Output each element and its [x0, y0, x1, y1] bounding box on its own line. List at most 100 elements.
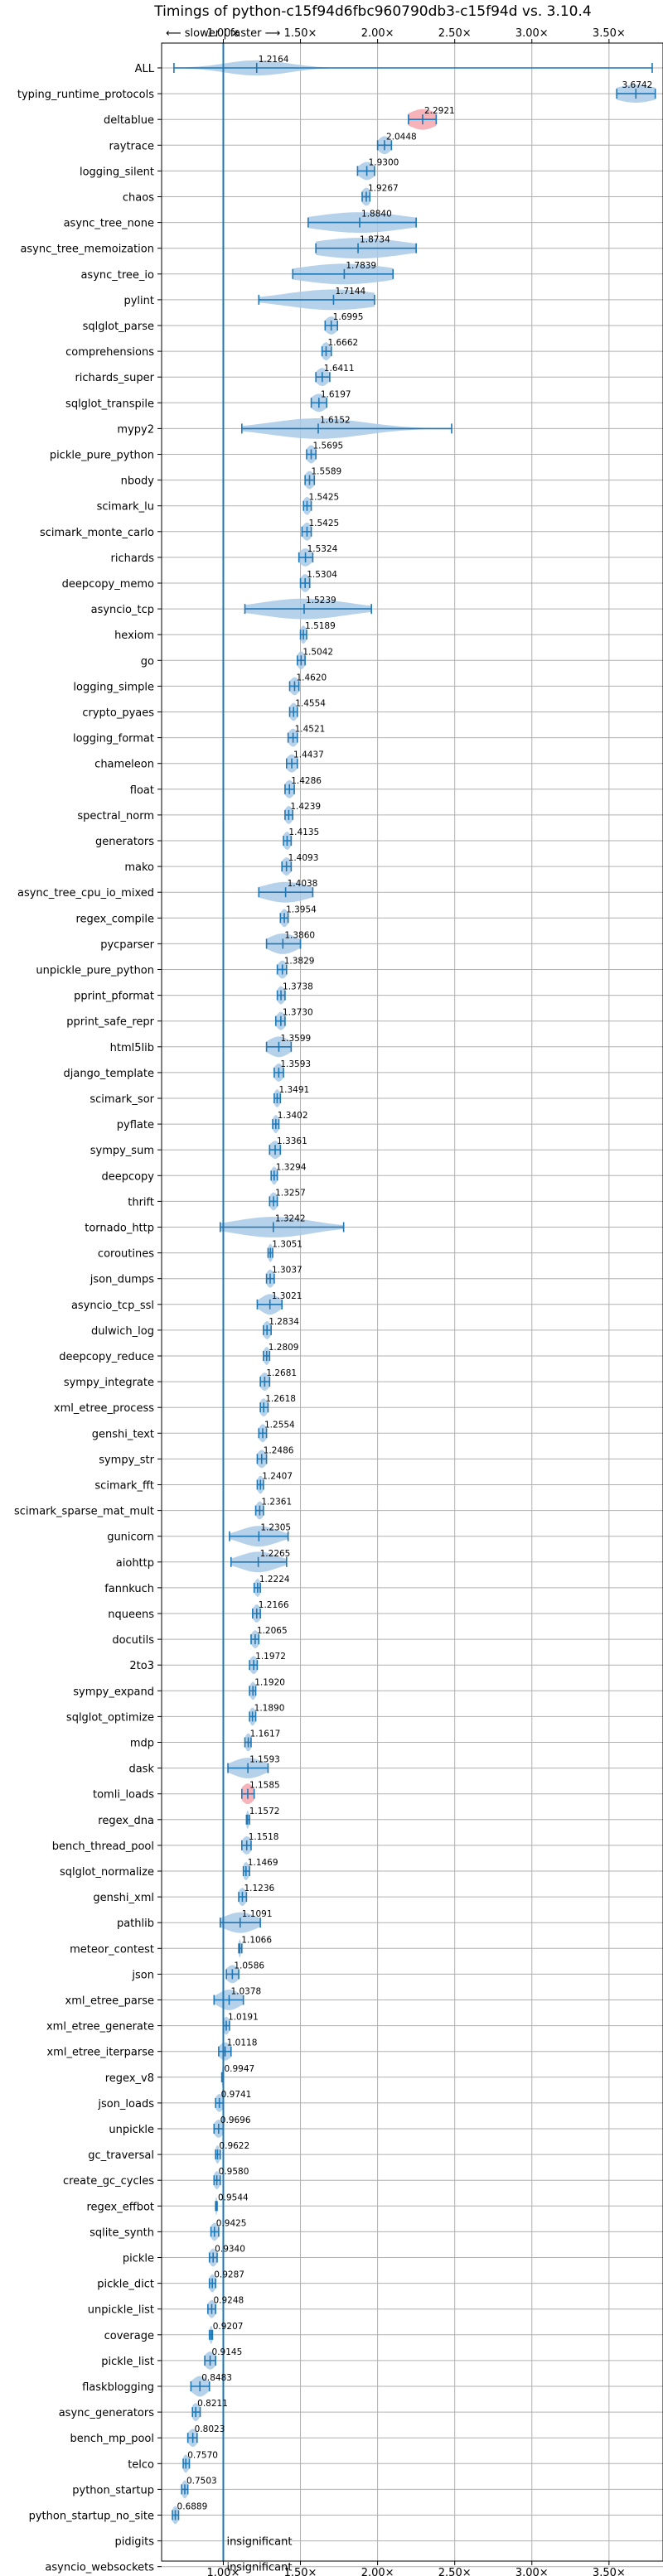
label-layer: ALL 1.2164 typing_runtime_protocols 3.6742 d… — [14, 55, 652, 2574]
value-label: 1.2834 — [269, 1317, 299, 1327]
benchmark-label: django_template — [64, 1068, 154, 1080]
value-label: 1.5189 — [305, 621, 336, 631]
value-label: 3.6742 — [622, 80, 653, 90]
value-label: 0.8023 — [195, 2424, 225, 2434]
value-label: 1.2164 — [259, 55, 289, 65]
x-tick-label-bottom: 2.00× — [361, 2567, 394, 2576]
value-label: 1.8840 — [361, 210, 392, 219]
benchmark-label: richards — [111, 552, 155, 565]
value-label: 1.7839 — [346, 261, 376, 271]
benchmark-label: async_tree_memoization — [20, 244, 154, 256]
benchmark-label: sqlglot_transpile — [65, 398, 154, 410]
benchmark-label: hexiom — [114, 630, 154, 642]
benchmark-label: pprint_pformat — [74, 991, 154, 1003]
value-label: 1.6411 — [324, 364, 355, 374]
benchmark-label: go — [141, 655, 154, 668]
value-label: 1.2809 — [269, 1343, 299, 1353]
value-label: 0.9696 — [220, 2115, 251, 2125]
benchmark-label: pickle — [123, 2253, 154, 2265]
benchmark-label: sympy_sum — [90, 1145, 154, 1157]
value-label: 1.5304 — [307, 570, 337, 580]
benchmark-label: logging_format — [73, 733, 154, 745]
value-label: 1.4521 — [295, 725, 326, 735]
value-label: 1.3599 — [280, 1034, 311, 1044]
benchmark-label: scimark_sparse_mat_mult — [14, 1506, 154, 1518]
value-label: 1.3257 — [275, 1188, 306, 1198]
benchmark-label: aiohttp — [116, 1557, 154, 1570]
value-label: 1.2681 — [266, 1368, 297, 1378]
value-label: 0.9580 — [219, 2167, 249, 2177]
benchmark-label: json_dumps — [90, 1274, 154, 1286]
value-label: 1.4620 — [296, 673, 327, 683]
benchmark-label: logging_silent — [80, 166, 154, 178]
value-label: 1.4135 — [288, 827, 319, 837]
value-label: 1.0118 — [227, 2038, 258, 2048]
benchmark-label: sqlglot_parse — [83, 321, 154, 333]
benchmark-label: xml_etree_generate — [46, 2021, 154, 2033]
benchmark-label: regex_effbot — [86, 2201, 154, 2213]
value-label: 0.9622 — [219, 2141, 249, 2151]
value-label: 1.1890 — [254, 1703, 285, 1713]
value-label: 1.4554 — [295, 699, 326, 709]
benchmark-label: genshi_xml — [93, 1892, 154, 1904]
benchmark-label: mako — [124, 861, 154, 874]
benchmark-label: telco — [128, 2458, 154, 2471]
benchmark-label: flaskblogging — [82, 2381, 154, 2394]
benchmark-label: coroutines — [98, 1248, 154, 1261]
value-label: 1.4093 — [288, 853, 319, 863]
value-label: 0.9145 — [212, 2347, 243, 2357]
benchmark-label: pprint_safe_repr — [66, 1016, 154, 1029]
benchmark-label: nqueens — [108, 1609, 154, 1621]
x-tick-label-top: 1.50× — [284, 27, 317, 40]
value-label: 1.3242 — [275, 1214, 306, 1224]
benchmark-label: sympy_integrate — [64, 1377, 154, 1389]
value-label: 1.3860 — [284, 930, 315, 940]
benchmark-label: regex_v8 — [105, 2072, 154, 2085]
benchmark-label: regex_dna — [98, 1815, 154, 1827]
value-label: 1.3037 — [272, 1266, 302, 1276]
value-label: 0.9544 — [218, 2192, 249, 2202]
benchmark-label: crypto_pyaes — [82, 707, 154, 720]
value-label: 1.2618 — [265, 1394, 296, 1404]
x-tick-label-bottom: 1.50× — [284, 2567, 317, 2576]
benchmark-label: pylint — [123, 295, 154, 307]
value-label: 0.7503 — [186, 2476, 217, 2486]
benchmark-label: nbody — [121, 475, 155, 488]
value-label: 1.6995 — [333, 312, 364, 322]
benchmark-label: pidigits — [115, 2536, 155, 2549]
value-label: 1.1091 — [242, 1909, 273, 1919]
benchmark-label: genshi_text — [92, 1428, 154, 1440]
benchmark-label: pickle_dict — [97, 2279, 154, 2291]
value-label: 1.3593 — [280, 1059, 311, 1069]
value-label: 1.1920 — [254, 1677, 285, 1687]
benchmark-label: raytrace — [109, 140, 154, 152]
value-label: 1.0191 — [228, 2013, 259, 2023]
value-label: 1.3730 — [283, 1008, 313, 1018]
value-label: 1.5695 — [312, 441, 343, 451]
value-label: 1.5324 — [307, 544, 338, 554]
value-label: 1.1593 — [249, 1755, 280, 1765]
benchmark-label: spectral_norm — [77, 810, 154, 822]
value-label: 1.6197 — [321, 389, 351, 399]
value-label: 0.6889 — [177, 2502, 208, 2512]
value-label: 1.3402 — [278, 1111, 308, 1121]
value-label: 1.3051 — [272, 1240, 302, 1250]
x-tick-label-bottom: 2.50× — [438, 2567, 472, 2576]
value-label: 0.7570 — [187, 2450, 218, 2460]
x-tick-label-bottom: 1.00× — [207, 2567, 240, 2576]
benchmark-label: float — [130, 784, 154, 797]
value-label: 0.8483 — [201, 2373, 232, 2383]
benchmark-label: logging_simple — [73, 681, 154, 693]
value-label: 1.5425 — [308, 519, 339, 528]
benchmark-label: deepcopy_memo — [62, 578, 154, 591]
value-label: 1.1236 — [244, 1884, 274, 1893]
benchmark-label: async_tree_none — [64, 218, 154, 230]
insignificant-label: insignificant — [226, 2562, 292, 2574]
benchmark-label: unpickle_list — [88, 2304, 154, 2317]
benchmark-label: 2to3 — [129, 1660, 154, 1672]
benchmark-label: mdp — [130, 1738, 154, 1750]
value-label: 1.1572 — [249, 1807, 280, 1816]
benchmark-label: scimark_fft — [94, 1480, 154, 1493]
benchmark-label: gc_traversal — [88, 2149, 154, 2162]
